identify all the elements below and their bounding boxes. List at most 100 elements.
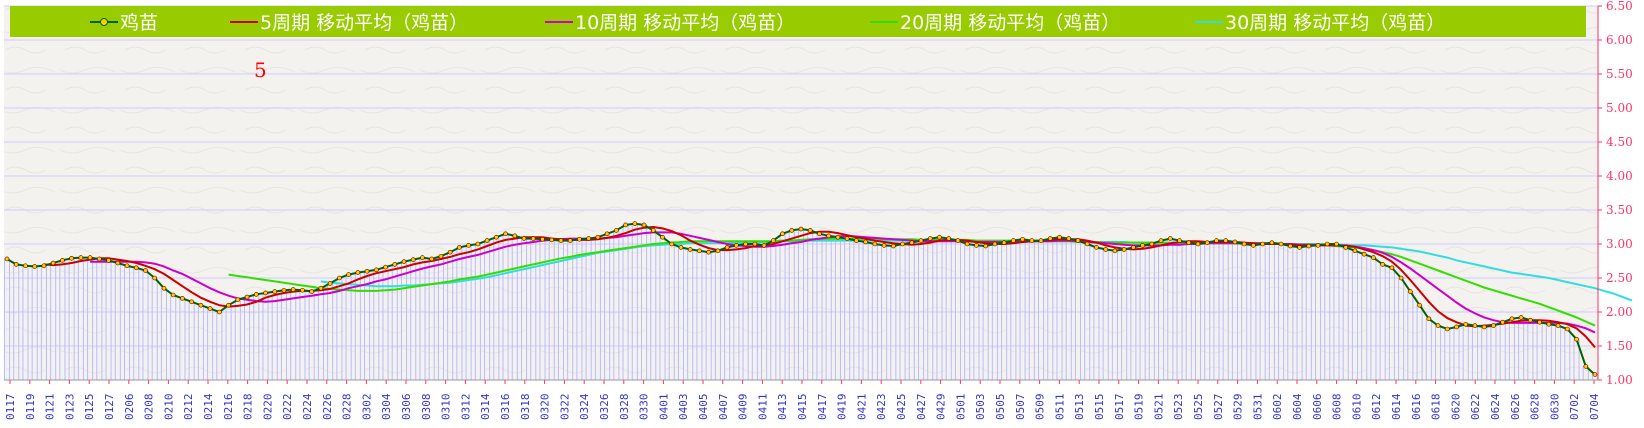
data-point: [97, 256, 102, 262]
data-point: [900, 241, 905, 247]
data-point: [1565, 326, 1570, 332]
legend-swatch: [1195, 20, 1223, 23]
data-point: [1103, 247, 1108, 252]
x-tick-label: 0523: [1172, 394, 1185, 421]
data-point: [1361, 251, 1367, 257]
x-tick-label: 0318: [519, 394, 532, 421]
x-tick-label: 0411: [756, 394, 769, 421]
data-point: [540, 236, 545, 242]
data-point: [1481, 324, 1487, 330]
x-tick-label: 0425: [895, 394, 908, 421]
data-point: [854, 238, 859, 243]
data-point: [595, 234, 601, 240]
data-point: [161, 285, 167, 291]
x-tick-label: 0517: [1113, 394, 1126, 421]
data-point: [558, 238, 564, 243]
data-point: [789, 228, 795, 233]
data-point: [715, 248, 721, 254]
x-tick-label: 0328: [618, 394, 631, 421]
data-point: [1555, 323, 1561, 328]
x-tick-label: 0531: [1251, 394, 1264, 421]
x-tick-label: 0119: [24, 394, 37, 421]
data-point: [1518, 315, 1524, 320]
x-tick-label: 0326: [598, 394, 611, 421]
data-point: [734, 243, 739, 248]
data-point: [1232, 239, 1238, 245]
data-point: [1297, 245, 1302, 250]
data-point: [198, 302, 204, 308]
x-tick-label: 0608: [1331, 394, 1344, 421]
x-tick-label: 0505: [994, 394, 1007, 421]
x-tick-label: 0413: [776, 394, 789, 421]
x-tick-label: 0306: [400, 394, 413, 421]
data-point: [1140, 243, 1145, 248]
annotation-label: 5: [254, 58, 267, 82]
x-tick-label: 0624: [1489, 393, 1502, 420]
data-point: [318, 285, 324, 291]
data-point: [1112, 248, 1118, 254]
data-point: [1057, 234, 1062, 240]
legend: 鸡苗 5周期 移动平均（鸡苗） 10周期 移动平均（鸡苗） 20周期 移动平均（鸡苗）…: [10, 6, 1586, 37]
data-point: [1260, 241, 1265, 247]
legend-label: 30周期 移动平均（鸡苗）: [1225, 12, 1446, 34]
y-tick-label: 5.00: [1606, 101, 1633, 115]
data-point: [13, 262, 19, 267]
data-point: [300, 287, 305, 293]
data-point: [1306, 243, 1312, 249]
legend-marker-dot: [100, 17, 108, 26]
data-point: [669, 241, 675, 247]
data-point: [1574, 336, 1579, 342]
x-tick-label: 0513: [1073, 394, 1086, 421]
data-point: [383, 264, 388, 270]
data-point: [32, 264, 37, 269]
data-point: [1214, 238, 1219, 243]
data-point: [1251, 243, 1256, 248]
x-tick-label: 0228: [341, 394, 354, 421]
y-tick-label: 1.50: [1606, 339, 1633, 353]
data-point: [1592, 372, 1598, 377]
x-tick-label: 0210: [162, 394, 175, 421]
data-point: [1583, 364, 1589, 369]
x-axis: 0117 0119 0121 0123 0125 0127 0206 0208 0210 0212…: [4, 379, 1601, 421]
data-point: [355, 270, 361, 275]
data-point: [4, 256, 10, 262]
data-point: [512, 233, 518, 239]
data-point: [41, 263, 47, 269]
data-point: [420, 255, 425, 260]
data-point: [1177, 238, 1182, 243]
x-tick-label: 0427: [915, 394, 928, 421]
x-tick-label: 0525: [1192, 394, 1205, 421]
data-point: [466, 243, 471, 248]
data-point: [549, 237, 555, 243]
data-point: [1149, 241, 1155, 247]
data-point: [1546, 321, 1552, 327]
data-point: [909, 240, 915, 245]
data-point: [290, 287, 296, 292]
data-point: [1389, 265, 1395, 271]
x-tick-label: 0521: [1152, 394, 1165, 421]
legend-label: 鸡苗: [120, 12, 159, 34]
data-point: [1509, 316, 1515, 322]
data-point: [133, 265, 139, 271]
x-tick-label: 0314: [479, 393, 492, 420]
data-point: [263, 290, 268, 296]
data-point: [392, 262, 398, 267]
x-tick-label: 0606: [1311, 394, 1324, 421]
x-tick-label: 0123: [63, 394, 76, 421]
data-point: [337, 275, 342, 281]
x-tick-label: 0216: [222, 394, 235, 421]
x-tick-label: 0206: [123, 394, 136, 421]
x-tick-label: 0620: [1449, 394, 1462, 421]
data-point: [567, 238, 573, 243]
x-tick-label: 0423: [875, 394, 888, 421]
data-point: [272, 289, 278, 294]
data-point: [226, 302, 231, 308]
data-point: [475, 241, 481, 247]
data-point: [1334, 241, 1339, 247]
data-point: [69, 255, 74, 261]
data-point: [115, 260, 121, 266]
data-point: [1186, 240, 1192, 245]
y-tick-label: 2.50: [1606, 271, 1633, 285]
data-point: [1084, 241, 1090, 247]
x-tick-label: 0509: [1034, 394, 1047, 421]
